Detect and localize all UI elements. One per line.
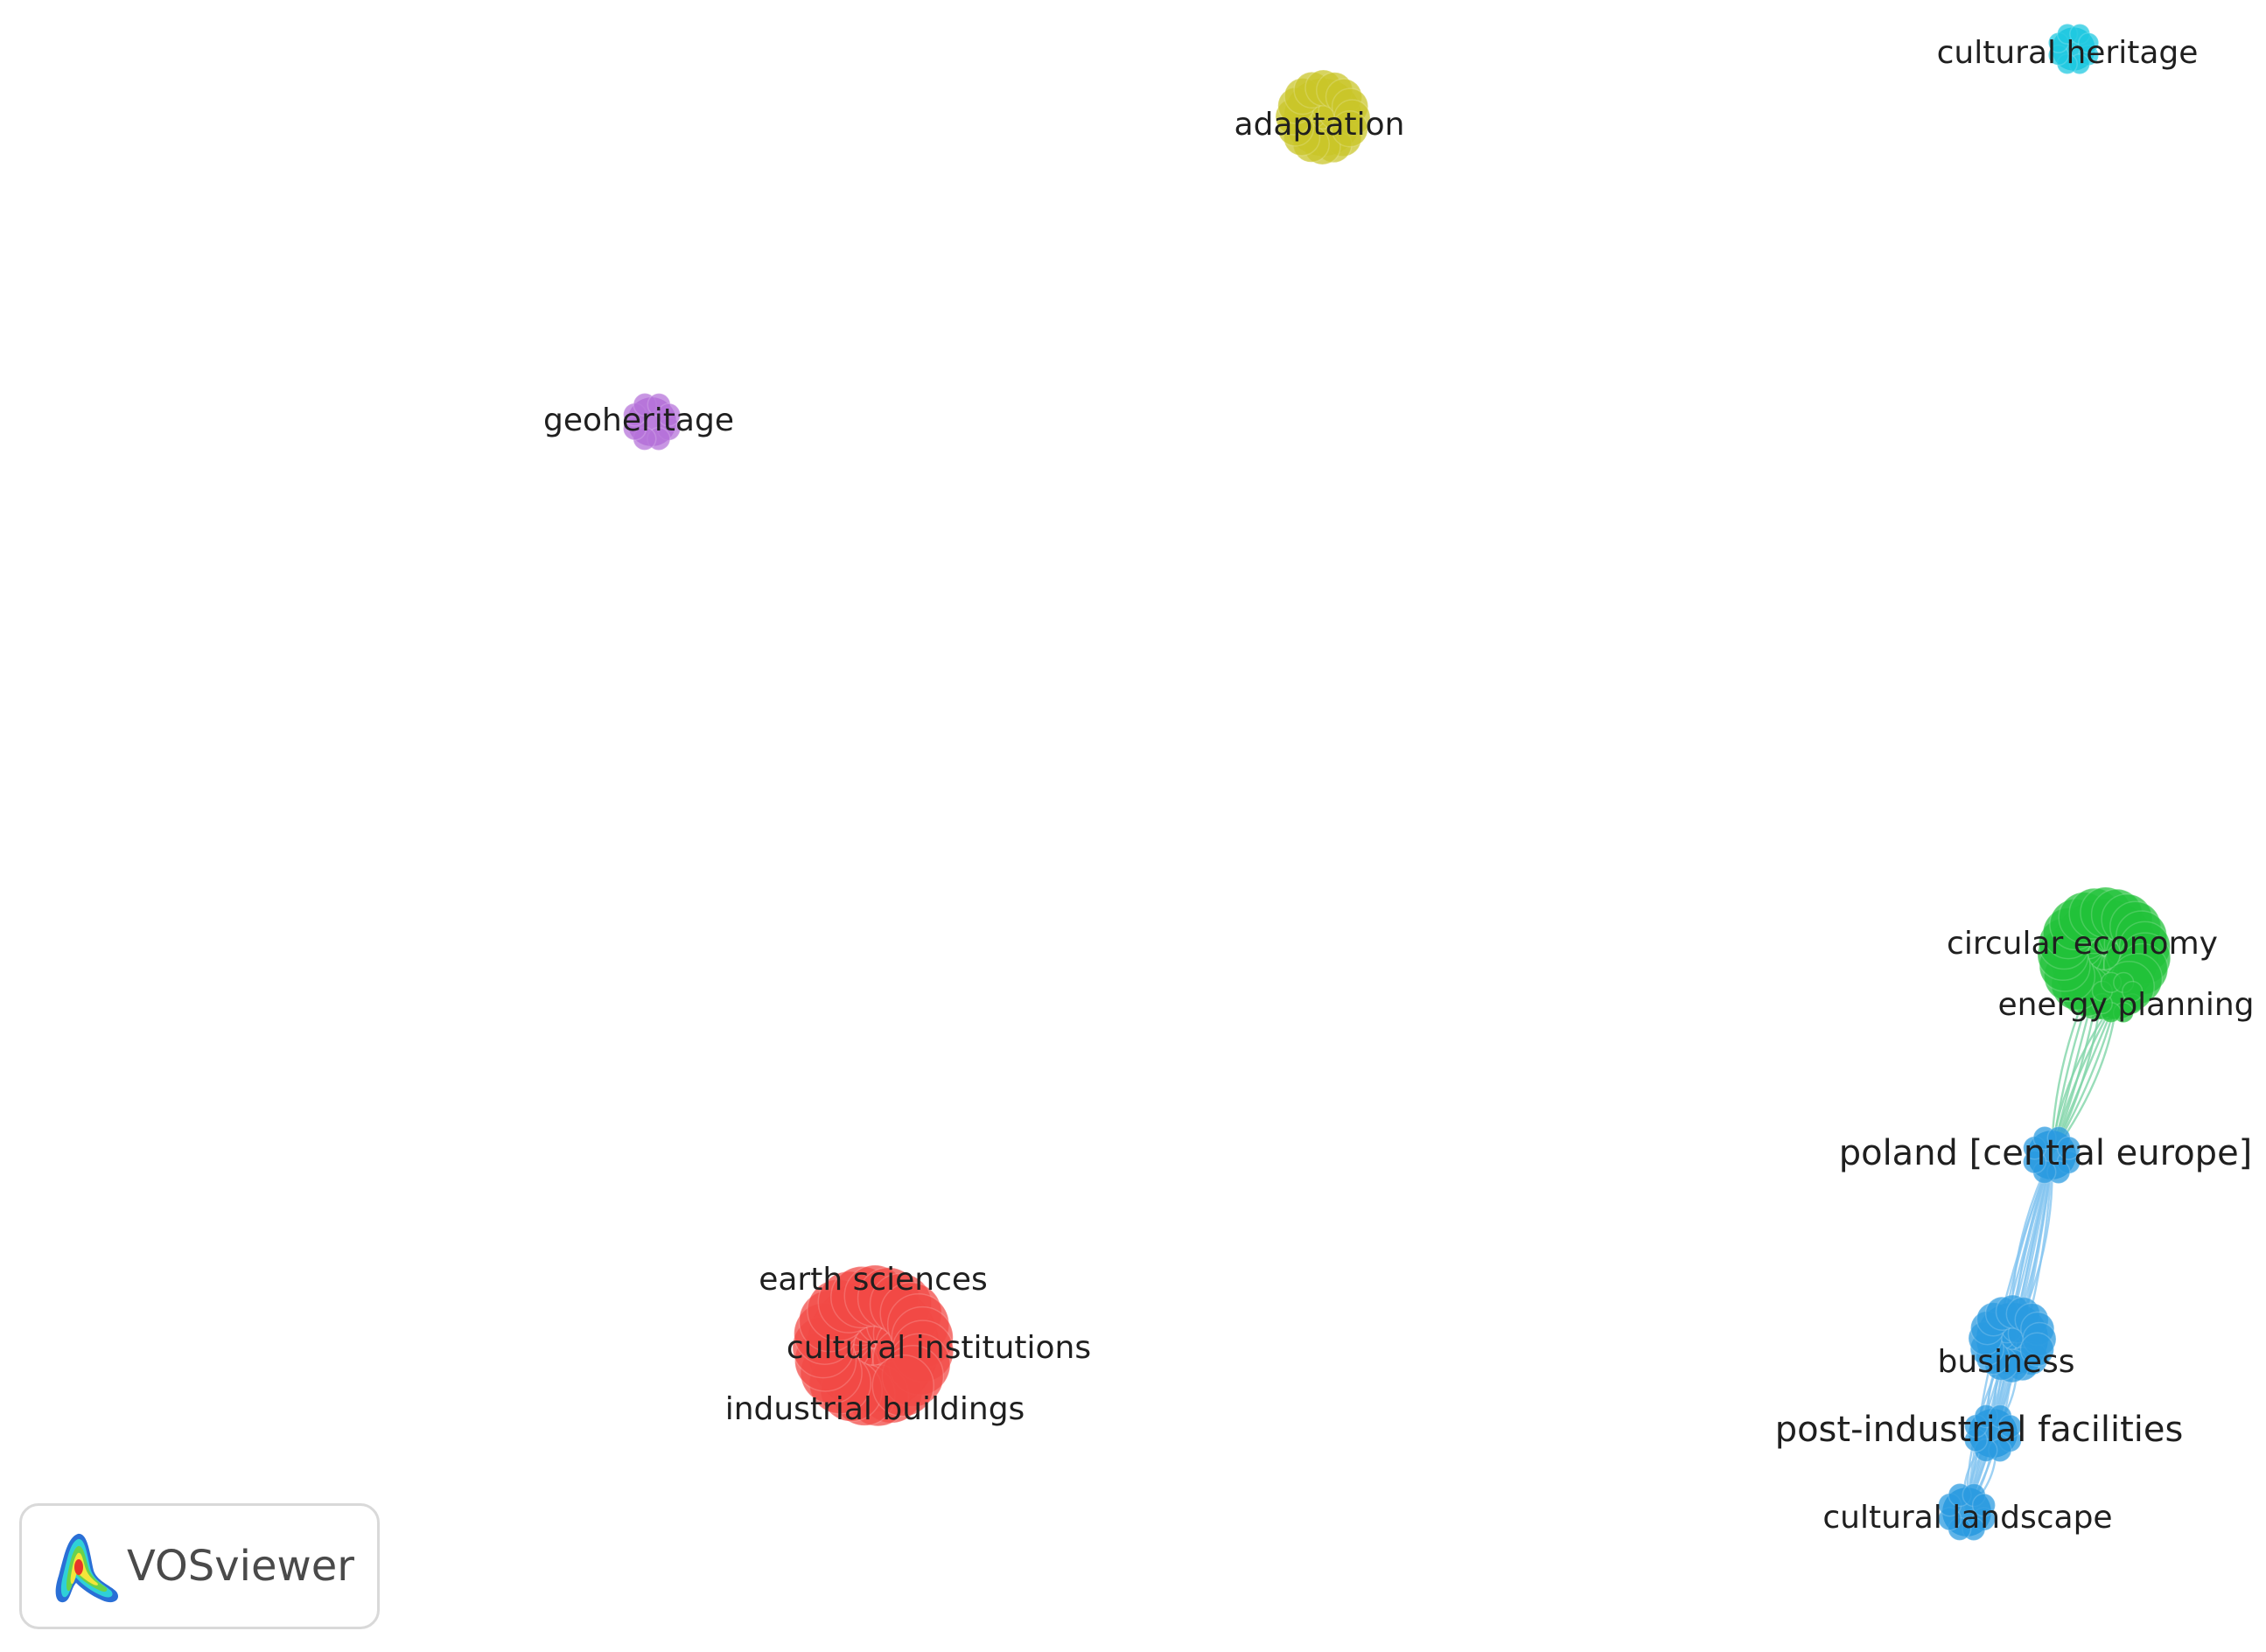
label-business[interactable]: business (1938, 1344, 2075, 1380)
node-poland-central-europe[interactable] (2022, 1125, 2081, 1185)
node-business[interactable] (1968, 1294, 2057, 1383)
label-cultural-heritage[interactable]: cultural heritage (1937, 35, 2199, 71)
label-poland-central-europe[interactable]: poland [central europe] (1839, 1133, 2253, 1173)
node-adaptation[interactable] (1275, 69, 1371, 165)
node-earth-sciences[interactable] (792, 1264, 955, 1427)
label-post-industrial-facilities[interactable]: post-industrial facilities (1775, 1410, 2184, 1450)
label-geoheritage[interactable]: geoheritage (543, 402, 734, 438)
label-earth-sciences[interactable]: earth sciences (759, 1262, 988, 1298)
node-post-industrial-facilities[interactable] (1963, 1404, 2023, 1463)
node-energy-planning[interactable] (2091, 971, 2144, 1024)
labels-layer: cultural heritage adaptation geoheritage ci… (543, 35, 2255, 1536)
label-energy-planning[interactable]: energy planning (1997, 987, 2254, 1023)
vosviewer-brand-name: VOSviewer (127, 1542, 355, 1591)
node-cultural-landscape[interactable] (1937, 1482, 1997, 1542)
node-geoheritage[interactable] (622, 392, 682, 452)
node-cultural-heritage[interactable] (2047, 23, 2100, 75)
node-circular-economy[interactable] (2037, 886, 2172, 1021)
label-adaptation[interactable]: adaptation (1234, 107, 1405, 143)
nodes-layer (622, 23, 2172, 1542)
vosviewer-density-logo-icon (55, 1533, 119, 1603)
label-cultural-landscape[interactable]: cultural landscape (1822, 1500, 2112, 1536)
vosviewer-brand-badge: VOSviewer (19, 1503, 380, 1629)
label-circular-economy[interactable]: circular economy (1947, 926, 2218, 962)
label-cultural-institutions[interactable]: cultural institutions (787, 1330, 1091, 1366)
label-industrial-buildings[interactable]: industrial buildings (725, 1391, 1025, 1427)
